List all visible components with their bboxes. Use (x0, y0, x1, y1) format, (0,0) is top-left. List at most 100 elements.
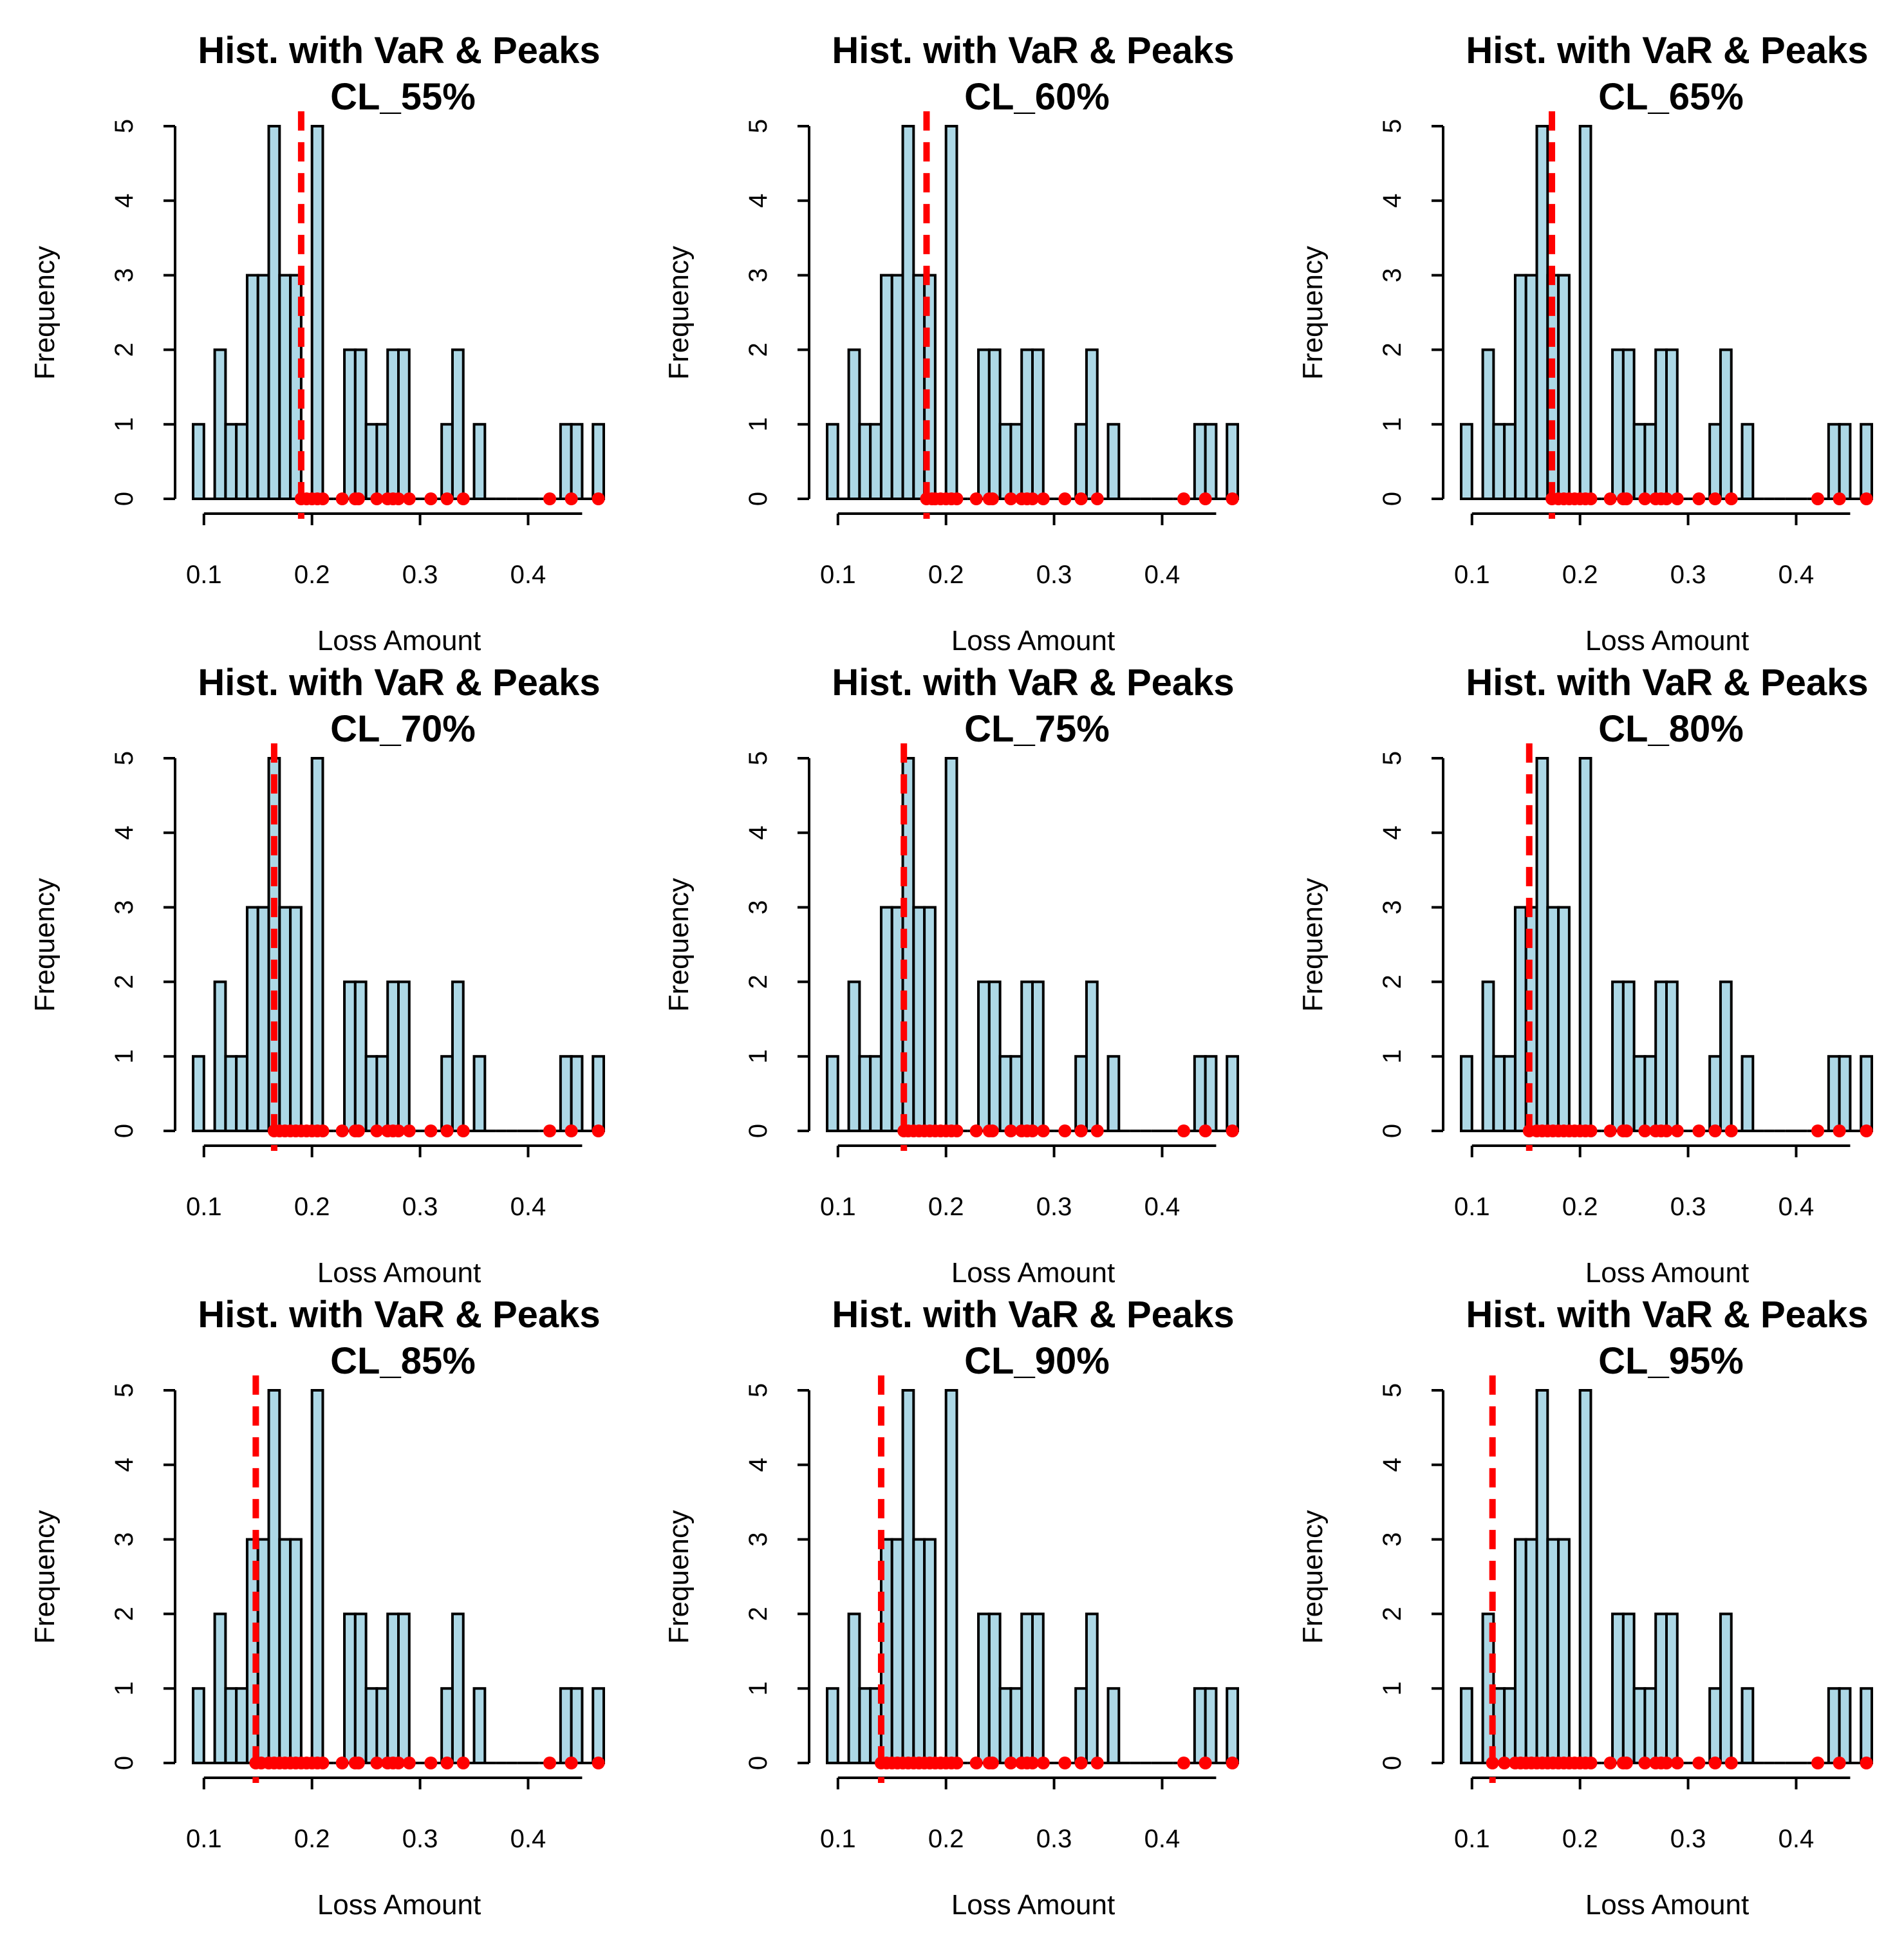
histogram-bar (224, 1687, 238, 1765)
peak-point (1226, 1757, 1239, 1769)
y-tick-label: 0 (110, 492, 138, 506)
chart-subtitle: CL_85% (330, 1340, 476, 1382)
peak-points (920, 492, 1239, 505)
peak-point (1058, 1124, 1072, 1137)
histogram-bar (256, 1538, 270, 1764)
y-axis-label: Frequency (1297, 1510, 1329, 1644)
peak-point (1177, 492, 1191, 505)
y-axis: 0 1 2 3 4 5 (110, 1383, 176, 1770)
y-tick-label: 0 (110, 1756, 138, 1770)
peak-point (392, 1757, 405, 1769)
peak-point (1724, 1757, 1738, 1769)
chart-title: Hist. with VaR & Peaks (198, 1294, 600, 1336)
histogram-bar (1226, 1055, 1239, 1133)
peak-point (335, 1124, 349, 1137)
y-tick-label: 2 (110, 342, 138, 357)
y-tick-label: 2 (110, 1607, 138, 1621)
histogram-bar (1106, 423, 1121, 501)
peak-point (985, 492, 999, 505)
histogram-bar (879, 274, 893, 500)
peak-point (402, 1757, 416, 1769)
peak-point (565, 1757, 578, 1769)
peak-point (1004, 1124, 1018, 1137)
y-axis-label: Frequency (29, 878, 61, 1012)
histogram-bar (1460, 1055, 1473, 1133)
histogram-bar (343, 348, 357, 501)
histogram-bar (397, 348, 411, 501)
histogram-bar (1106, 1687, 1121, 1765)
histogram-bar (869, 423, 882, 501)
x-tick-label: 0.2 (928, 1825, 964, 1853)
histogram-bar (559, 1687, 573, 1765)
histogram-bar (256, 906, 270, 1132)
peak-point (1811, 1757, 1825, 1769)
histogram-bar (440, 1055, 454, 1133)
histogram-bar (987, 980, 1002, 1133)
peak-point (1177, 1757, 1191, 1769)
peak-point (1177, 1124, 1191, 1137)
histogram-bar (1557, 274, 1571, 500)
peak-point (969, 1124, 983, 1137)
x-axis: 0.1 0.2 0.3 0.4 (186, 512, 583, 589)
x-tick-label: 0.2 (1562, 561, 1598, 589)
peak-point (424, 492, 438, 505)
x-tick-label: 0.4 (1778, 561, 1815, 589)
bars (1460, 1389, 1873, 1765)
peak-point (1074, 1757, 1088, 1769)
histogram-bar (289, 906, 303, 1132)
peak-point (1199, 1124, 1212, 1137)
y-tick-label: 4 (744, 194, 772, 208)
peak-points (249, 1757, 605, 1769)
peak-point (1603, 1757, 1617, 1769)
histogram-bar (1074, 1687, 1088, 1765)
peak-point (969, 1757, 983, 1769)
histogram-bar (1557, 906, 1571, 1132)
histogram-panel: Hist. with VaR & Peaks CL_65% 0 1 2 3 4 5 Freque… (1297, 30, 1873, 657)
histogram-bar (472, 1055, 487, 1133)
histogram-bar (998, 423, 1013, 501)
peak-point (1833, 1124, 1846, 1137)
histogram-bar (912, 906, 926, 1132)
y-axis-label: Frequency (1297, 878, 1329, 1012)
histogram-bar (1611, 1612, 1625, 1765)
y-tick-label: 0 (1378, 1124, 1406, 1138)
chart-subtitle: CL_95% (1598, 1340, 1744, 1382)
histogram-bar (1665, 1612, 1679, 1765)
y-tick-label: 4 (1378, 194, 1406, 208)
x-tick-label: 0.2 (294, 561, 330, 589)
peak-points (1486, 1757, 1873, 1769)
peak-point (1638, 1124, 1652, 1137)
y-tick-label: 2 (110, 974, 138, 989)
y-tick-label: 1 (744, 1049, 772, 1063)
histogram-bar (364, 1687, 378, 1765)
histogram-bar (1074, 423, 1088, 501)
peak-point (1724, 492, 1738, 505)
histogram-bar (386, 980, 400, 1133)
y-tick-label: 3 (110, 900, 138, 914)
histogram-bar (1106, 1055, 1121, 1133)
y-tick-label: 4 (1378, 1458, 1406, 1472)
peak-point (1090, 1124, 1104, 1137)
peak-point (1603, 492, 1617, 505)
histogram-bar (440, 423, 454, 501)
y-tick-label: 3 (1378, 268, 1406, 282)
peak-point (402, 492, 416, 505)
x-axis-label: Loss Amount (317, 1257, 481, 1289)
peak-point (1036, 1124, 1050, 1137)
peak-point (1619, 492, 1633, 505)
bars (192, 757, 605, 1133)
peak-point (1833, 492, 1846, 505)
peak-point (950, 1757, 964, 1769)
histogram-bar (1654, 1612, 1668, 1765)
histogram-bar (375, 1687, 389, 1765)
chart-title: Hist. with VaR & Peaks (1466, 662, 1868, 704)
y-tick-label: 4 (1378, 826, 1406, 840)
x-tick-label: 0.2 (1562, 1193, 1598, 1221)
x-tick-label: 0.4 (1144, 1825, 1181, 1853)
histogram-bar (987, 348, 1002, 501)
histogram-bar (1719, 1612, 1733, 1765)
peak-point (1811, 492, 1825, 505)
